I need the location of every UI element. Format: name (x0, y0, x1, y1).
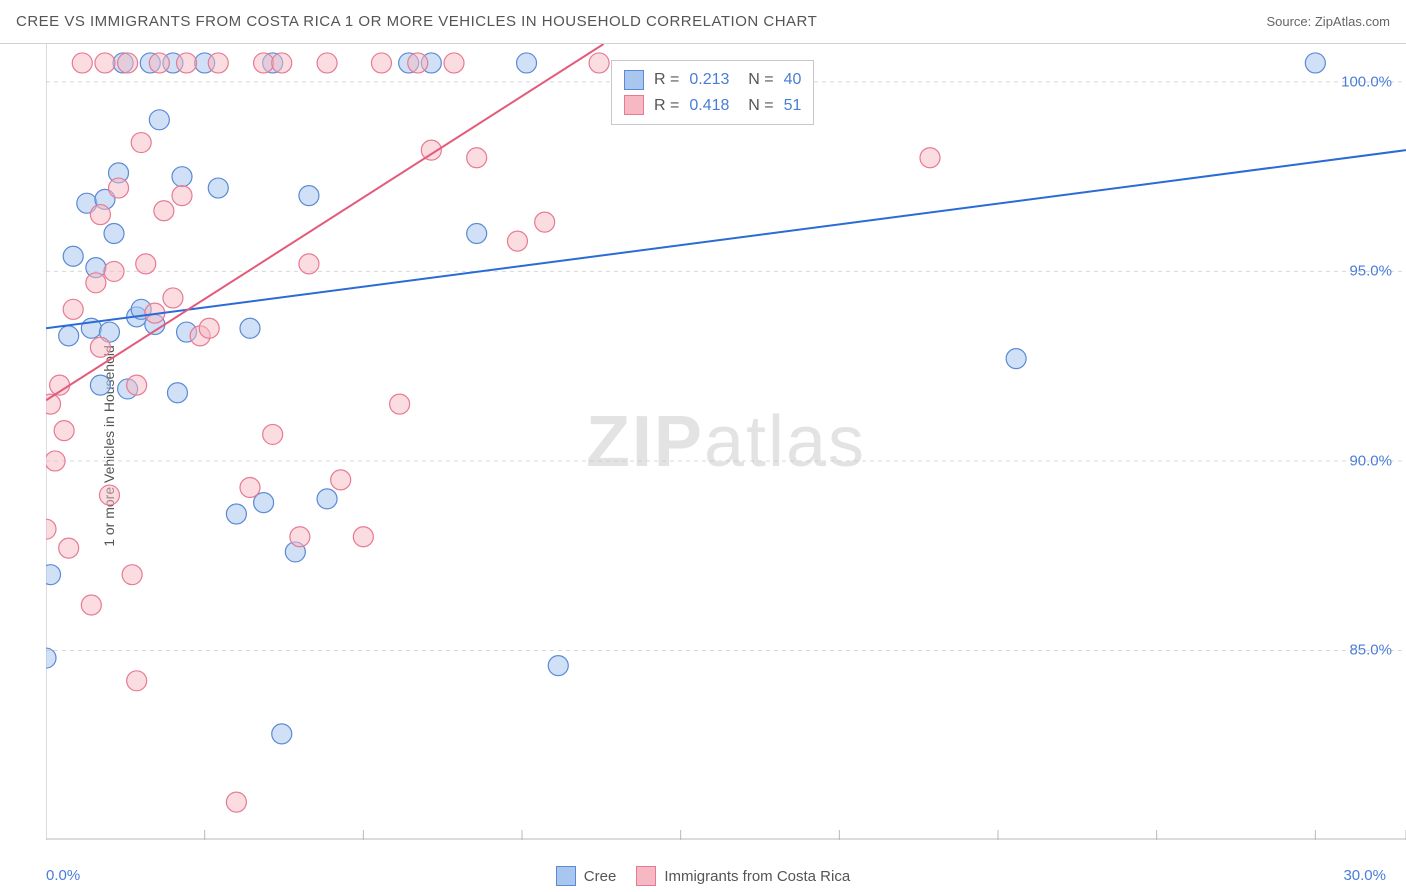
stats-n-value: 51 (784, 93, 802, 119)
stats-r-value: 0.213 (689, 67, 729, 93)
stats-n-label: N = (739, 67, 773, 93)
stats-r-label: R = (654, 67, 679, 93)
stats-swatch (624, 95, 644, 115)
stats-row: R = 0.213 N = 40 (624, 67, 801, 93)
y-tick-label: 85.0% (1349, 642, 1392, 659)
legend-label-costa-rica: Immigrants from Costa Rica (664, 868, 850, 885)
legend-swatch-cree (556, 866, 576, 886)
legend-swatch-costa-rica (636, 866, 656, 886)
y-tick-label: 100.0% (1341, 73, 1392, 90)
bottom-legend: Cree Immigrants from Costa Rica (0, 866, 1406, 886)
chart-source: Source: ZipAtlas.com (1266, 14, 1390, 29)
plot-area: ZIPatlas R =0.213 N =40R =0.418 N =51 85… (46, 44, 1406, 840)
chart-title: CREE VS IMMIGRANTS FROM COSTA RICA 1 OR … (16, 13, 817, 30)
stats-swatch (624, 70, 644, 90)
stats-n-value: 40 (784, 67, 802, 93)
y-tick-label: 90.0% (1349, 452, 1392, 469)
stats-r-value: 0.418 (689, 93, 729, 119)
stats-n-label: N = (739, 93, 773, 119)
stats-legend-box: R = 0.213 N = 40 R = 0.418 N = 51 (611, 60, 814, 125)
legend-label-cree: Cree (584, 868, 617, 885)
scatter-svg (46, 44, 1406, 840)
legend-item-costa-rica: Immigrants from Costa Rica (636, 866, 850, 886)
chart-header: CREE VS IMMIGRANTS FROM COSTA RICA 1 OR … (0, 0, 1406, 44)
stats-row: R = 0.418 N = 51 (624, 93, 801, 119)
stats-r-label: R = (654, 93, 679, 119)
legend-item-cree: Cree (556, 866, 617, 886)
y-tick-label: 95.0% (1349, 263, 1392, 280)
